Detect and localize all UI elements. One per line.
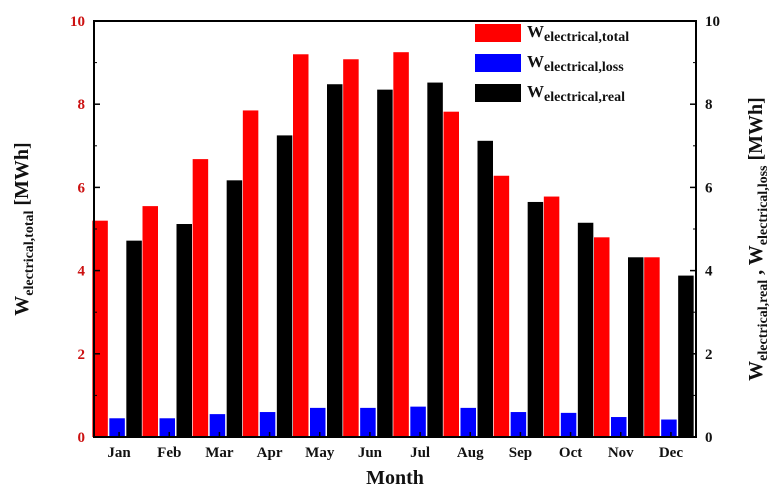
bar-real-jul xyxy=(427,82,443,438)
y-right-tick-label-0: 0 xyxy=(705,430,713,446)
bar-loss-apr xyxy=(259,412,276,437)
bar-loss-mar xyxy=(209,414,226,437)
legend-swatch-loss xyxy=(475,54,521,72)
bar-real-may xyxy=(327,84,343,438)
y-left-tick-label-0: 0 xyxy=(78,430,86,446)
bar-total-aug xyxy=(443,111,459,438)
y-left-tick-label-8: 8 xyxy=(78,97,86,113)
y-left-tick-label-4: 4 xyxy=(78,264,86,280)
y-right-tick-label-6: 6 xyxy=(705,180,713,196)
bar-total-apr xyxy=(242,110,259,437)
x-tick-label-may: May xyxy=(305,445,335,461)
bar-loss-may xyxy=(310,407,326,437)
y-axis-left-title: Welectrical,total [MWh] xyxy=(11,142,37,315)
bar-loss-sep xyxy=(510,412,527,437)
bar-total-dec xyxy=(644,257,660,437)
legend-swatch-real xyxy=(475,84,521,102)
legend-label-real: Welectrical,real xyxy=(527,82,625,105)
bar-total-nov xyxy=(594,237,610,437)
y-left-tick-label-6: 6 xyxy=(78,180,86,196)
x-tick-label-apr: Apr xyxy=(257,445,283,461)
y-right-tick-label-2: 2 xyxy=(705,347,713,363)
bar-total-mar xyxy=(192,159,209,437)
legend-label-loss: Welectrical,loss xyxy=(527,52,624,75)
bar-loss-feb xyxy=(159,418,175,437)
x-tick-label-feb: Feb xyxy=(157,445,181,461)
bar-loss-oct xyxy=(560,412,577,437)
y-right-tick-label-10: 10 xyxy=(705,14,720,30)
x-tick-label-aug: Aug xyxy=(457,445,484,461)
y-left-tick-label-2: 2 xyxy=(78,347,86,363)
y-axis-right-title: Welectrical,real , Welectrical,loss [MWh… xyxy=(745,97,771,381)
x-tick-label-jul: Jul xyxy=(410,445,430,461)
bars-layer xyxy=(92,52,694,438)
bar-real-apr xyxy=(276,135,293,437)
bar-loss-nov xyxy=(611,417,627,437)
y-left-tick-label-10: 10 xyxy=(70,14,85,30)
x-tick-label-mar: Mar xyxy=(205,445,234,461)
bar-real-jan xyxy=(126,240,142,437)
bar-total-may xyxy=(293,54,309,437)
bar-real-dec xyxy=(678,275,694,437)
x-tick-label-jun: Jun xyxy=(358,445,383,461)
bar-real-nov xyxy=(628,257,644,437)
x-tick-label-jan: Jan xyxy=(107,445,131,461)
bar-real-sep xyxy=(527,201,544,437)
y-right-tick-label-8: 8 xyxy=(705,97,713,113)
bar-real-jun xyxy=(377,89,393,437)
legend-swatch-total xyxy=(475,24,521,42)
bar-total-jan xyxy=(92,220,108,437)
ticks-layer: Jan Feb Mar Apr May Jun Jul Aug Sep Oct Nov Dec 0 0 2 2… xyxy=(70,14,720,461)
x-tick-label-nov: Nov xyxy=(608,445,634,461)
bar-real-oct xyxy=(577,222,594,437)
x-tick-label-dec: Dec xyxy=(659,445,683,461)
bar-total-sep xyxy=(493,175,510,437)
bar-loss-dec xyxy=(661,419,677,437)
bar-real-aug xyxy=(477,140,493,438)
bar-total-feb xyxy=(142,206,158,437)
bar-loss-jul xyxy=(410,406,426,437)
bar-total-jun xyxy=(343,59,359,437)
legend-label-total: Welectrical,total xyxy=(527,22,629,45)
bar-loss-aug xyxy=(460,407,476,437)
bar-real-mar xyxy=(226,180,243,437)
x-tick-label-oct: Oct xyxy=(559,445,582,461)
x-tick-label-sep: Sep xyxy=(509,445,532,461)
bar-loss-jun xyxy=(360,407,376,437)
y-right-tick-label-4: 4 xyxy=(705,264,713,280)
bar-total-jul xyxy=(393,52,409,437)
bar-real-feb xyxy=(176,224,192,437)
bar-loss-jan xyxy=(109,418,125,437)
x-axis-title: Month xyxy=(366,467,424,489)
legend: Welectrical,total Welectrical,loss Welec… xyxy=(475,22,629,105)
bar-total-oct xyxy=(543,196,560,437)
